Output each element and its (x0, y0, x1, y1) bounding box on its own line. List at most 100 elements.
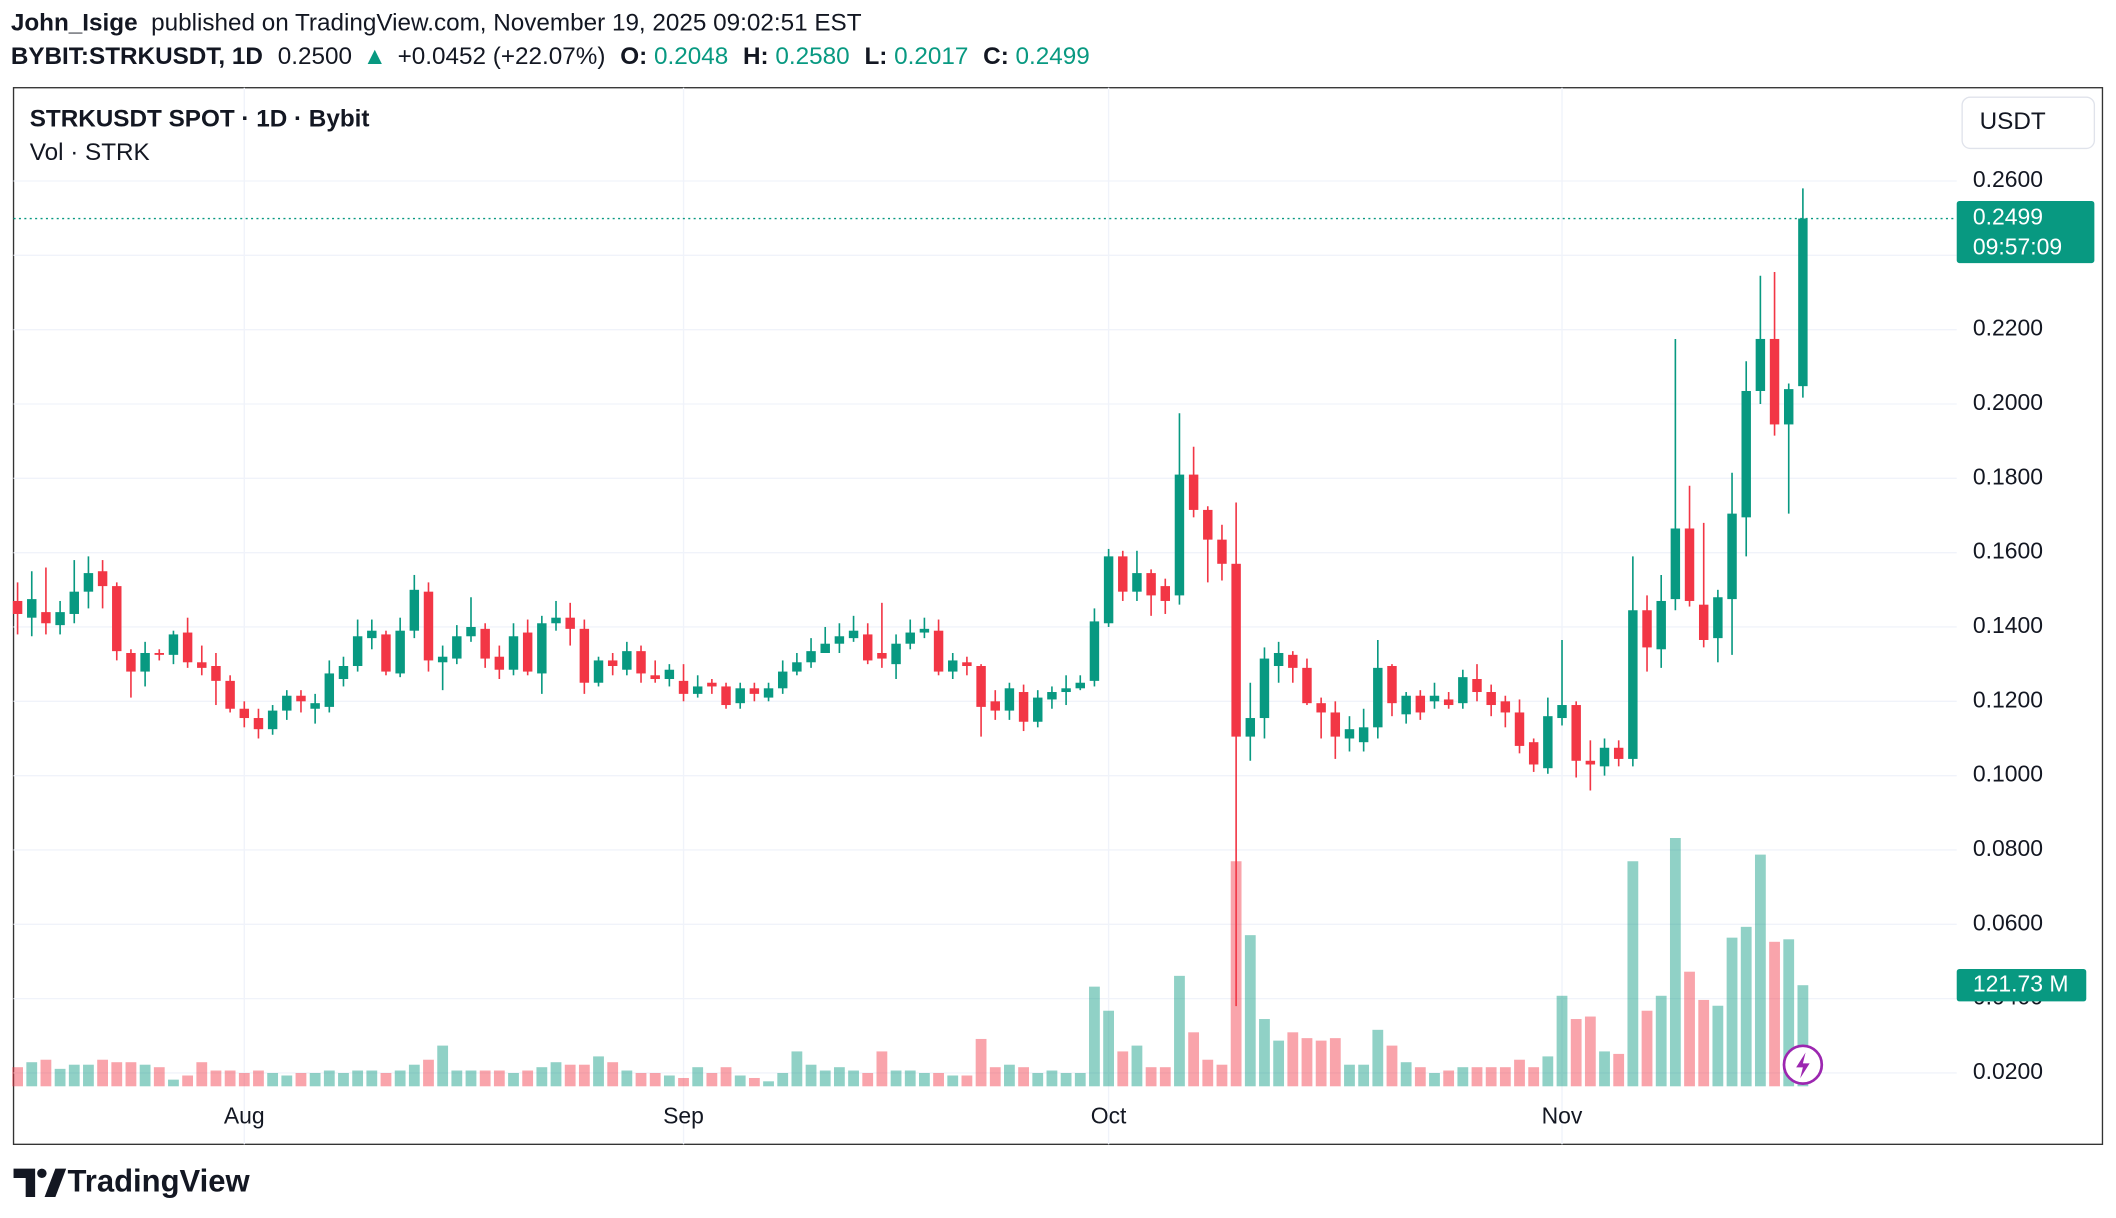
volume-bar (40, 1059, 52, 1087)
candle-body (848, 630, 859, 639)
volume-bar (1358, 1064, 1370, 1087)
candle-body (267, 710, 278, 730)
alert-icon[interactable] (1782, 1044, 1824, 1085)
volume-bar (224, 1070, 236, 1087)
volume-bar (1386, 1045, 1398, 1087)
candle-body (324, 673, 335, 707)
alert-icon-bolt (1796, 1052, 1810, 1079)
candle-body (1188, 474, 1199, 510)
volume-bar (380, 1073, 392, 1087)
close-value: 0.2499 (1016, 43, 1090, 70)
candle-body (12, 600, 23, 614)
volume-bar (437, 1045, 449, 1087)
volume-bar (1174, 975, 1185, 1087)
candle-body (948, 660, 958, 672)
candle-body (1656, 600, 1666, 650)
currency-label: USDT (1980, 108, 2046, 135)
candle-body (1727, 513, 1737, 600)
candle-body (1798, 218, 1808, 387)
candle-body (664, 669, 675, 680)
volume-bar (833, 1067, 845, 1087)
candle-body (735, 688, 745, 704)
volume-bar (607, 1062, 619, 1087)
candle-layer (12, 188, 1808, 1007)
candle-body (1344, 729, 1355, 739)
candle-body (494, 656, 505, 670)
y-tick-label: 0.1000 (1973, 761, 2043, 787)
countdown: 09:57:09 (1973, 233, 2062, 259)
candle-body (905, 632, 915, 644)
candle-body (565, 617, 575, 629)
volume-bar (111, 1062, 123, 1087)
volume-bar (68, 1064, 80, 1087)
candle-body (1288, 654, 1298, 668)
candle-body (1684, 528, 1695, 601)
x-tick-label: Sep (663, 1102, 704, 1128)
x-tick-label: Nov (1542, 1102, 1583, 1128)
candle-body (707, 682, 717, 687)
volume-bar (1499, 1067, 1511, 1087)
tradingview-logo: TradingView (13, 1164, 251, 1199)
candle-body (1514, 712, 1525, 746)
logo-mark (37, 1168, 47, 1179)
y-tick-label: 0.1200 (1973, 686, 2043, 712)
change-arrow: ▲ (363, 43, 387, 70)
candle-body (522, 632, 533, 672)
volume-bar (1259, 1019, 1270, 1087)
header-line-2: BYBIT:STRKUSDT, 1D 0.2500 ▲ +0.0452 (+22… (11, 43, 1090, 70)
volume-bar (1485, 1067, 1497, 1087)
candle-body (1330, 712, 1341, 737)
volume-bar (621, 1070, 633, 1087)
candle-body (537, 623, 547, 674)
candle-body (976, 666, 986, 707)
candle-body (962, 662, 972, 667)
volume-bar (1769, 941, 1780, 1087)
volume-layer (12, 837, 1809, 1087)
volume-bar (182, 1075, 194, 1087)
candle-body (409, 589, 420, 631)
volume-bar (210, 1070, 222, 1087)
volume-bar (408, 1064, 420, 1087)
candle-body (1429, 695, 1440, 702)
volume-bar (862, 1073, 874, 1087)
volume-bar (238, 1073, 250, 1087)
volume-bar (366, 1070, 378, 1087)
volume-bar (1655, 995, 1667, 1087)
volume-bar (649, 1073, 661, 1087)
candle-body (1472, 679, 1482, 693)
volume-bar (423, 1059, 434, 1087)
volume-bar (153, 1067, 165, 1087)
candle-body (112, 586, 122, 652)
volume-bar (1159, 1067, 1171, 1087)
x-tick-label: Aug (224, 1102, 265, 1128)
volume-bar (933, 1073, 944, 1087)
volume-bar (876, 1051, 888, 1087)
volume-bar (734, 1075, 746, 1087)
volume-bar (394, 1070, 406, 1087)
candle-body (126, 652, 136, 672)
volume-label-box (1956, 969, 2087, 1002)
logo-mark (13, 1168, 36, 1197)
y-tick-label: 0.2000 (1973, 389, 2043, 415)
volume-bar (465, 1070, 477, 1087)
candle-body (381, 634, 391, 672)
candle-body (69, 591, 79, 614)
volume-bar (578, 1064, 590, 1087)
volume-bar (791, 1051, 803, 1087)
candle-body (551, 617, 561, 624)
candle-body (1089, 621, 1100, 681)
volume-bar (338, 1073, 349, 1087)
candle-body (466, 626, 476, 637)
candle-body (579, 628, 590, 683)
currency-box[interactable] (1961, 96, 2096, 150)
chart-frame (12, 87, 2104, 1145)
candle-body (891, 643, 901, 665)
volume-bar (1103, 1010, 1115, 1087)
candle-body (395, 630, 405, 674)
candle-body (1160, 586, 1171, 601)
candle-body (437, 656, 448, 663)
volume-bar (1400, 1062, 1412, 1087)
volume-bar (961, 1075, 973, 1087)
candle-body (1458, 677, 1468, 704)
candle-body (1500, 701, 1511, 713)
